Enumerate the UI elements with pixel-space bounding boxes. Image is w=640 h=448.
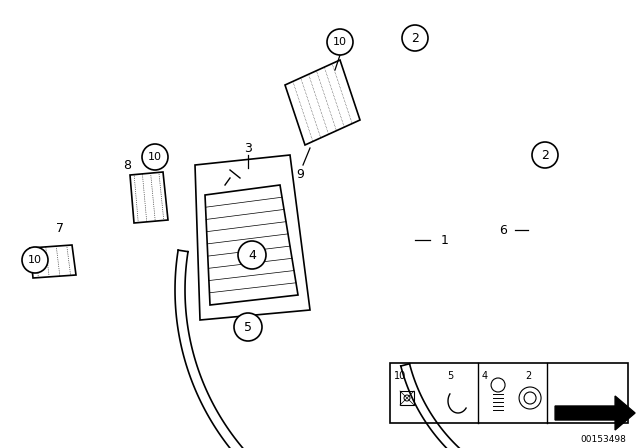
Text: 2: 2: [525, 371, 531, 381]
Polygon shape: [555, 396, 635, 430]
Circle shape: [22, 247, 48, 273]
Text: 1: 1: [441, 233, 449, 246]
Circle shape: [234, 313, 262, 341]
Text: 9: 9: [296, 168, 304, 181]
Text: 10: 10: [394, 371, 406, 381]
Text: 2: 2: [411, 31, 419, 44]
Circle shape: [142, 144, 168, 170]
Circle shape: [532, 142, 558, 168]
Text: 8: 8: [123, 159, 131, 172]
Text: 5: 5: [244, 320, 252, 333]
Circle shape: [238, 241, 266, 269]
Text: 5: 5: [447, 371, 453, 381]
Text: 10: 10: [148, 152, 162, 162]
Text: 4: 4: [248, 249, 256, 262]
Text: 3: 3: [244, 142, 252, 155]
Text: 10: 10: [333, 37, 347, 47]
Text: 7: 7: [56, 221, 64, 234]
Text: 4: 4: [482, 371, 488, 381]
Text: 10: 10: [28, 255, 42, 265]
Circle shape: [327, 29, 353, 55]
Text: 2: 2: [541, 148, 549, 161]
Circle shape: [402, 25, 428, 51]
Text: 6: 6: [499, 224, 507, 237]
Text: 00153498: 00153498: [580, 435, 626, 444]
